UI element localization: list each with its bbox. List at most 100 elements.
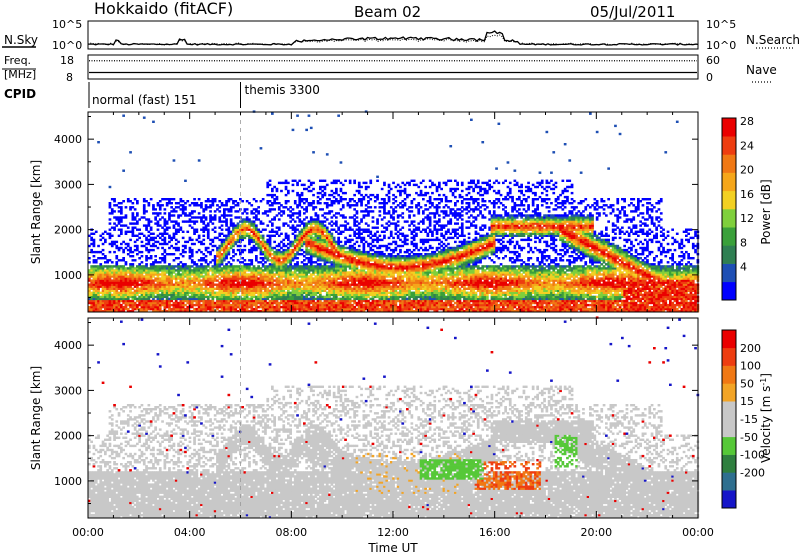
heatmap-cell — [305, 265, 308, 268]
heatmap-cell — [339, 263, 343, 266]
heatmap-cell — [348, 253, 352, 256]
heatmap-cell — [218, 226, 222, 229]
heatmap-cell — [348, 257, 352, 260]
heatmap-cell — [243, 289, 247, 292]
heatmap-cell — [104, 230, 107, 233]
heatmap-cell — [380, 277, 384, 280]
heatmap-cell — [206, 250, 210, 254]
heatmap-cell — [337, 303, 340, 307]
heatmap-cell — [307, 271, 311, 274]
heatmap-cell — [218, 220, 222, 223]
heatmap-cell — [174, 230, 178, 233]
heatmap-cell — [129, 267, 132, 270]
heatmap-cell — [149, 220, 153, 223]
heatmap-cell — [296, 265, 299, 268]
heatmap-cell — [115, 224, 119, 227]
heatmap-cell — [232, 236, 235, 240]
heatmap-cell — [184, 291, 187, 294]
heatmap-cell — [133, 259, 137, 262]
heatmap-cell — [323, 240, 327, 244]
heatmap-cell — [255, 269, 258, 272]
heatmap-cell — [104, 269, 107, 272]
heatmap-cell — [113, 293, 116, 297]
heatmap-cell — [204, 255, 208, 258]
heatmap-cell — [161, 271, 164, 274]
heatmap-cell — [255, 236, 258, 240]
heatmap-cell — [332, 267, 336, 270]
heatmap-cell — [234, 216, 238, 219]
heatmap-cell — [325, 228, 329, 231]
heatmap-cell — [323, 265, 327, 268]
heatmap-cell — [287, 208, 290, 211]
heatmap-cell — [300, 244, 304, 248]
heatmap-cell — [110, 307, 114, 311]
heatmap-cell — [200, 299, 203, 303]
heatmap-cell — [287, 277, 290, 280]
heatmap-cell — [227, 285, 231, 288]
heatmap-cell — [145, 299, 148, 303]
heatmap-cell — [289, 305, 292, 309]
heatmap-cell — [271, 222, 274, 225]
heatmap-cell — [332, 250, 336, 254]
heatmap-cell — [108, 301, 112, 305]
heatmap-cell — [252, 238, 256, 242]
heatmap-cell — [268, 265, 272, 268]
heatmap-cell — [293, 267, 297, 270]
heatmap-cell — [156, 297, 160, 301]
heatmap-cell — [154, 269, 157, 272]
heatmap-cell — [362, 242, 366, 246]
heatmap-cell — [296, 216, 299, 219]
heatmap-cell — [110, 212, 114, 215]
heatmap-cell — [209, 295, 212, 299]
heatmap-cell — [257, 269, 260, 272]
heatmap-cell — [209, 242, 212, 246]
heatmap-cell — [307, 297, 311, 301]
heatmap-cell — [232, 287, 235, 290]
heatmap-cell — [305, 240, 308, 244]
heatmap-cell — [273, 216, 276, 219]
heatmap-cell — [113, 228, 116, 231]
heatmap-cell — [282, 242, 286, 246]
heatmap-cell — [357, 269, 361, 272]
heatmap-cell — [236, 305, 240, 309]
heatmap-cell — [88, 295, 91, 299]
heatmap-cell — [129, 250, 132, 254]
heatmap-cell — [115, 291, 119, 294]
heatmap-cell — [257, 246, 260, 250]
heatmap-cell — [300, 279, 304, 282]
heatmap-cell — [250, 287, 254, 290]
heatmap-cell — [156, 303, 160, 307]
heatmap-cell — [261, 303, 265, 307]
heatmap-cell — [332, 248, 336, 252]
heatmap-cell — [236, 285, 240, 288]
heatmap-cell — [348, 200, 352, 203]
heatmap-cell — [241, 261, 244, 264]
heatmap-cell — [328, 242, 331, 246]
heatmap-cell — [284, 257, 288, 260]
heatmap-cell — [259, 220, 263, 223]
heatmap-cell — [255, 275, 258, 278]
heatmap-cell — [332, 283, 336, 286]
heatmap-cell — [341, 271, 345, 274]
heatmap-cell — [136, 212, 139, 215]
heatmap-cell — [108, 204, 112, 207]
heatmap-cell — [168, 281, 171, 284]
heatmap-cell — [177, 285, 180, 288]
heatmap-cell — [330, 181, 334, 185]
heatmap-cell — [156, 271, 160, 274]
heatmap-cell — [101, 236, 105, 240]
heatmap-cell — [243, 248, 247, 252]
heatmap-cell — [376, 193, 379, 197]
heatmap-cell — [225, 224, 228, 227]
heatmap-cell — [250, 212, 254, 215]
heatmap-cell — [353, 250, 356, 254]
heatmap-cell — [287, 265, 290, 268]
heatmap-cell — [154, 291, 157, 294]
heatmap-cell — [229, 293, 233, 297]
heatmap-cell — [211, 275, 215, 278]
heatmap-cell — [353, 289, 356, 292]
heatmap-cell — [330, 299, 334, 303]
heatmap-cell — [108, 310, 112, 313]
heatmap-cell — [129, 222, 132, 225]
heatmap-cell — [124, 277, 128, 280]
